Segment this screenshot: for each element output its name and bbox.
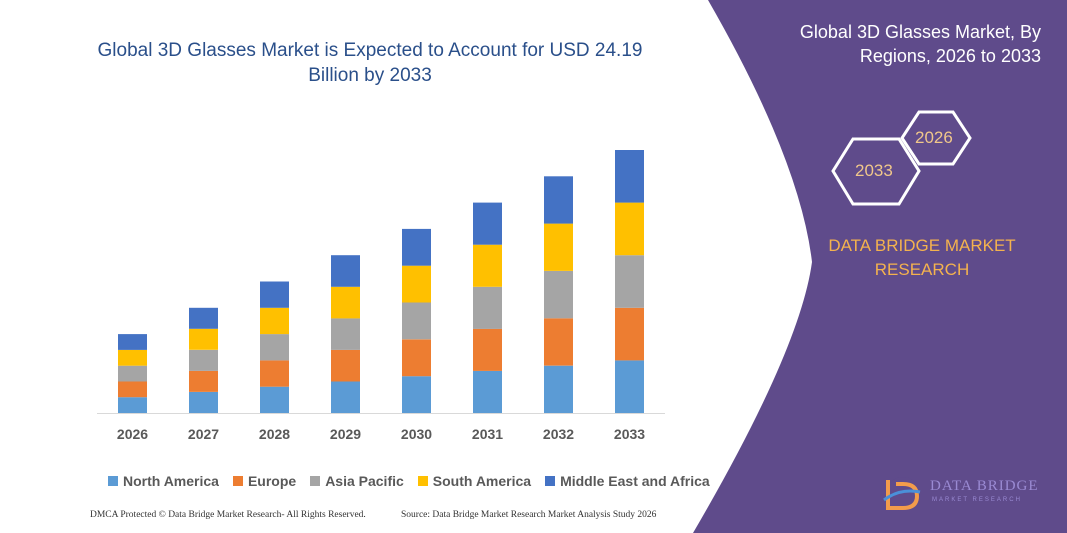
bar-segment-2030-asia-pacific [402,302,431,340]
bar-segment-2032-europe [544,318,573,366]
bar-segment-2028-middle-east-and-africa [260,281,289,308]
legend-swatch [108,476,118,486]
legend-label: Middle East and Africa [560,473,710,489]
bar-segment-2027-south-america [189,328,218,350]
legend-swatch [417,476,428,486]
x-tick-label: 2033 [614,426,645,442]
bar-segment-2033-asia-pacific [615,255,644,308]
x-tick-labels: 2026 2027 2028 2029 2030 2031 2032 2033 [117,426,645,442]
bar-segment-2026-north-america [118,397,147,413]
bar-segment-2030-north-america [402,376,431,413]
legend-item-asia-pacific: Asia Pacific [310,473,404,489]
bar-segment-2033-north-america [615,360,644,413]
bar-segment-2029-europe [331,349,360,382]
legend-swatch [545,476,556,486]
bar-segment-2031-south-america [473,244,502,287]
hex-2026-shape [900,110,972,166]
bar-segment-2026-south-america [118,349,147,366]
bar-segment-2029-north-america [331,381,360,413]
legend-label: Asia Pacific [325,473,404,489]
bar-segment-2033-middle-east-and-africa [615,150,644,203]
chart-bars [118,150,644,413]
chart-title: Global 3D Glasses Market is Expected to … [97,40,643,86]
bar-segment-2032-middle-east-and-africa [544,176,573,224]
x-tick-label: 2029 [330,426,361,442]
legend-item-north-america: North America [108,473,219,489]
bar-segment-2028-north-america [260,386,289,413]
legend-swatch [310,476,321,486]
bar-segment-2030-middle-east-and-africa [402,228,431,266]
bar-segment-2032-asia-pacific [544,271,573,319]
logo-subtext: MARKET RESEARCH [932,497,1022,503]
bar-segment-2031-middle-east-and-africa [473,202,502,245]
logo-text: DATA BRIDGE [930,478,1039,494]
bar-segment-2028-south-america [260,307,289,335]
logo-icon [883,477,921,511]
brand-name: DATA BRIDGE MARKET RESEARCH [828,236,1016,279]
bar-segment-2026-asia-pacific [118,365,147,382]
bar-segment-2027-asia-pacific [189,349,218,371]
x-tick-label: 2031 [472,426,503,442]
legend-label: South America [432,473,532,489]
bar-segment-2028-asia-pacific [260,334,289,361]
x-tick-label: 2028 [259,426,290,442]
bar-segment-2032-north-america [544,365,573,413]
legend-label: Europe [247,473,297,489]
bar-segment-2027-north-america [189,392,218,413]
x-tick-label: 2032 [543,426,574,442]
bar-segment-2026-europe [118,381,147,398]
bar-segment-2028-europe [260,360,289,387]
bar-segment-2031-europe [473,328,502,371]
x-tick-label: 2030 [401,426,432,442]
bar-segment-2031-north-america [473,370,502,413]
chart-legend: North America Europe Asia Pacific South … [108,473,710,489]
legend-item-south-america: South America [417,473,532,489]
hex-2033-shape [831,137,921,206]
footer-copyright: DMCA Protected © Data Bridge Market Rese… [90,510,366,520]
x-tick-label: 2026 [117,426,148,442]
panel-title: Global 3D Glasses Market, By Regions, 20… [799,22,1041,66]
bar-segment-2026-middle-east-and-africa [118,334,147,350]
bar-segment-2033-south-america [615,202,644,256]
hex-2026-label: 2026 [915,128,953,147]
bar-segment-2030-south-america [402,265,431,303]
bar-segment-2027-middle-east-and-africa [189,307,218,329]
legend-item-middle-east-africa: Middle East and Africa [545,473,710,489]
right-panel-background [693,0,1067,533]
legend-item-europe: Europe [232,473,297,489]
bar-segment-2032-south-america [544,223,573,271]
legend-label: North America [123,473,219,489]
bar-segment-2029-asia-pacific [331,318,360,350]
legend-swatch [232,476,243,486]
bar-segment-2033-europe [615,307,644,361]
bar-segment-2029-middle-east-and-africa [331,255,360,287]
x-tick-label: 2027 [188,426,219,442]
bar-segment-2029-south-america [331,286,360,319]
bar-segment-2027-europe [189,370,218,392]
hex-2033-label: 2033 [855,161,893,180]
footer-source: Source: Data Bridge Market Research Mark… [401,510,657,520]
bar-segment-2031-asia-pacific [473,286,502,329]
bar-segment-2030-europe [402,339,431,377]
